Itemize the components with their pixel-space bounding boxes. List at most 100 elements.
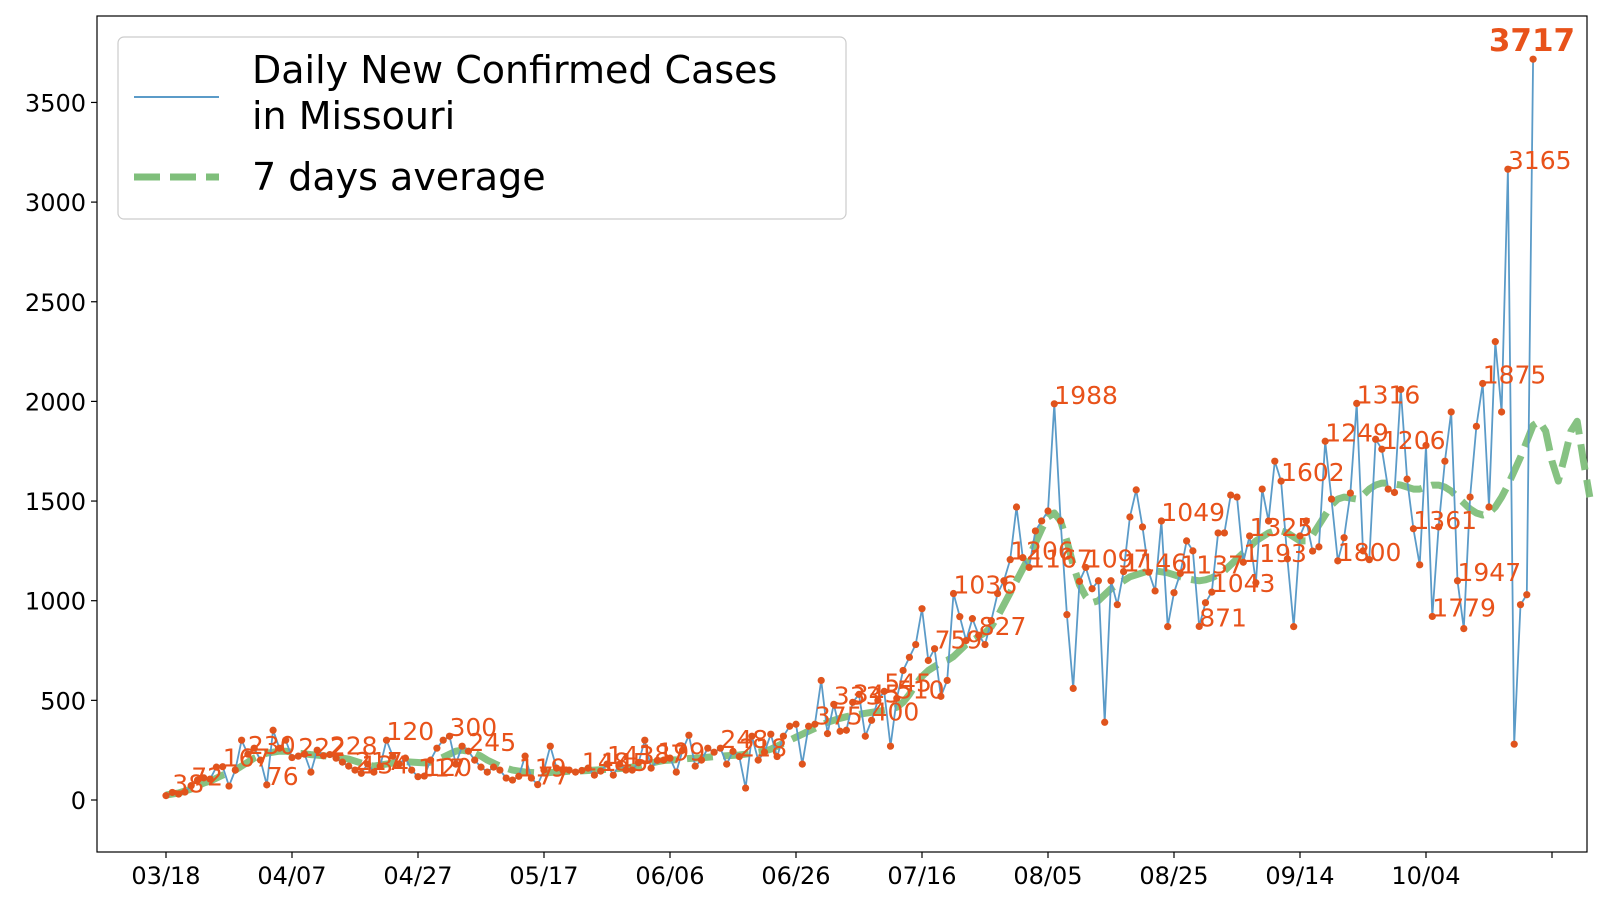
data-point [1422,441,1430,450]
point-label: 1325 [1250,513,1314,542]
data-point [641,736,649,744]
point-label: 119 [519,753,567,782]
data-point [653,756,662,764]
data-point [962,636,970,645]
y-tick-label: 1000 [25,588,86,616]
point-label: 145 [601,748,649,777]
data-point [445,732,454,740]
point-label: 510 [897,675,945,704]
y-tick-label: 3500 [25,89,86,117]
data-point [1113,601,1121,609]
data-point [1460,625,1468,633]
point-label: 218 [739,734,787,763]
data-point [1170,589,1178,597]
x-tick-label: 06/06 [635,862,704,890]
data-point [1447,408,1455,416]
data-point [571,768,580,776]
data-point [647,764,655,772]
data-point [1485,503,1493,511]
data-point [212,763,220,771]
data-point [924,656,932,665]
data-point [1296,532,1304,540]
data-point [219,763,227,771]
data-point [1201,599,1210,607]
data-point [805,722,813,730]
data-point [880,687,888,695]
point-label: 72 [191,763,223,792]
data-point [584,764,592,772]
data-point [1176,569,1184,577]
data-point [1019,554,1027,562]
data-point [382,736,391,744]
data-point [578,766,586,775]
point-label: 1146 [1124,549,1188,578]
x-tick-label: 05/17 [509,862,578,890]
data-point [748,732,756,740]
point-label: 1249 [1325,418,1389,447]
point-label: 400 [872,697,920,726]
point-label: 3165 [1508,146,1572,175]
point-label: 759 [935,626,983,655]
data-point [496,766,504,774]
data-point [994,589,1002,598]
point-label: 1049 [1161,498,1225,527]
data-point [370,768,378,776]
data-point [1453,577,1462,585]
data-point [874,696,882,704]
data-point [401,754,409,762]
data-point [288,753,296,762]
data-point [634,759,643,767]
x-tick-label: 08/05 [1013,862,1082,890]
point-label: 1800 [1338,538,1402,567]
data-point [616,760,624,768]
data-point [546,742,554,750]
data-point [1290,623,1298,631]
data-point [244,750,252,758]
data-point [937,692,945,700]
data-point [817,676,825,685]
axis-ticks: 03/18 04/07 04/27 05/17 06/06 06/26 07/16 08/05… [25,89,1553,890]
data-point [987,617,995,625]
data-point [376,762,384,770]
data-point [420,772,428,780]
data-point [1264,517,1273,525]
point-label: 333 [834,681,882,710]
data-point [1378,445,1386,453]
data-point [1435,523,1443,531]
data-point [918,605,926,613]
data-point [590,771,599,779]
data-point [1107,577,1115,585]
data-point [1038,517,1046,525]
data-point [1101,718,1109,726]
data-point [282,736,290,744]
data-point [527,774,536,782]
point-label: 1947 [1458,558,1522,587]
data-point [716,744,725,752]
data-point [949,589,958,598]
data-point [1271,457,1279,465]
data-point [1498,408,1506,416]
data-point [830,700,838,708]
data-point [1120,568,1128,576]
data-point [754,756,762,764]
data-point [1082,563,1090,572]
data-point [729,747,737,755]
point-label: 375 [815,701,863,730]
data-point [842,726,851,734]
data-point [187,782,195,790]
data-point [905,653,914,661]
data-point [1208,588,1216,596]
data-point [414,773,422,781]
point-label: 167 [223,744,271,773]
data-point [263,781,271,789]
data-point [175,790,183,798]
data-point [1075,577,1084,585]
legend-daily-label: Daily New Confirmed Cases in Missouri [252,48,789,138]
data-point [313,746,321,754]
data-point [1441,457,1449,465]
x-tick-label: 08/25 [1139,862,1208,890]
y-tick-label: 0 [71,787,86,815]
data-point [1479,379,1487,388]
data-point [679,746,687,754]
point-label: 77 [538,762,570,791]
